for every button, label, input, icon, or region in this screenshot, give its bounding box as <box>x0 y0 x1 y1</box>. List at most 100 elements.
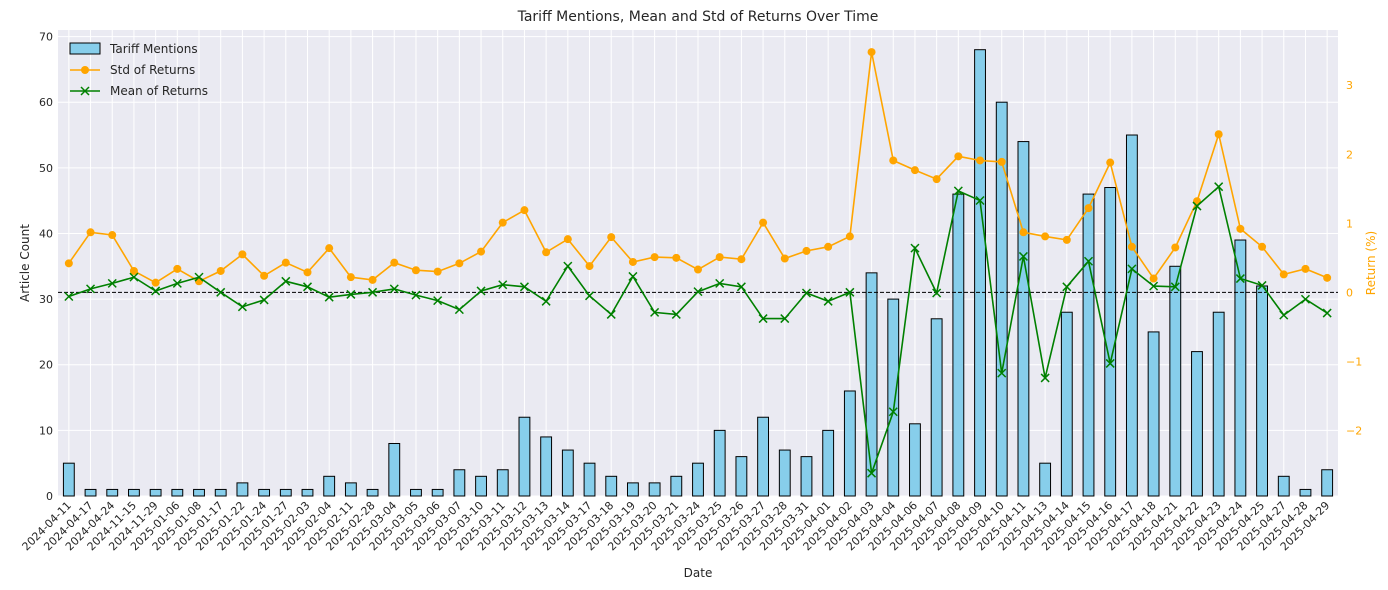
mean-point <box>1149 281 1159 291</box>
std-point <box>1323 273 1332 282</box>
mean-point <box>433 296 443 306</box>
std-point <box>1106 158 1115 167</box>
bar <box>149 488 162 497</box>
mean-point <box>1279 310 1289 320</box>
bar <box>128 488 140 497</box>
mean-point <box>1018 251 1028 261</box>
mean-point <box>259 295 269 305</box>
std-point <box>737 255 746 264</box>
y2-tick-label: −2 <box>1346 424 1362 437</box>
bar <box>388 442 401 497</box>
right-axis-ticks: −2 −1 0 1 2 3 <box>1346 79 1362 437</box>
bar <box>995 101 1008 497</box>
std-point <box>390 258 399 267</box>
y2-tick-label: −1 <box>1346 355 1362 368</box>
bar <box>974 49 986 497</box>
std-point <box>780 254 789 263</box>
bar <box>1256 285 1268 497</box>
std-point <box>694 265 702 274</box>
std-point <box>910 166 919 175</box>
line-series <box>64 48 1332 478</box>
std-point <box>520 206 529 215</box>
std-point <box>108 231 117 240</box>
legend-swatch-tariff-mentions <box>69 42 101 55</box>
y2-axis-label: Return (%) <box>1364 231 1378 295</box>
std-point <box>585 262 594 271</box>
std-point <box>607 233 616 242</box>
bar <box>301 488 314 497</box>
bar <box>1169 265 1182 497</box>
std-point <box>1279 270 1288 279</box>
mean-point <box>1083 256 1094 266</box>
bar <box>1147 331 1160 497</box>
mean-point <box>1214 182 1224 192</box>
std-point <box>173 264 182 273</box>
bar <box>648 482 661 497</box>
bar <box>1060 311 1073 497</box>
std-point <box>1301 264 1310 273</box>
std-point <box>1149 274 1158 283</box>
bar <box>930 318 943 497</box>
mean-point <box>346 289 356 299</box>
y2-tick-label: 1 <box>1346 217 1353 230</box>
std-point <box>715 253 724 262</box>
std-point <box>976 156 985 165</box>
y2-tick-label: 0 <box>1346 286 1353 299</box>
legend: Tariff Mentions Std of Returns Mean of R… <box>69 42 208 98</box>
bar <box>800 456 813 497</box>
mean-point <box>953 186 963 196</box>
bar <box>909 423 921 497</box>
bar <box>605 475 618 497</box>
mean-point <box>1105 358 1115 368</box>
std-point <box>64 259 73 268</box>
bar <box>214 488 227 497</box>
mean-point <box>129 272 139 282</box>
mean-point <box>151 286 161 296</box>
mean-point <box>519 282 529 292</box>
bar <box>366 488 379 497</box>
legend-swatch-std-marker <box>81 66 89 74</box>
bar <box>258 488 271 497</box>
bar <box>1082 193 1095 497</box>
bar <box>713 429 726 497</box>
mean-point <box>650 307 660 317</box>
bar <box>84 488 97 497</box>
mean-point <box>867 468 877 478</box>
mean-point <box>1192 201 1202 211</box>
y-tick-label: 20 <box>39 359 53 372</box>
mean-point <box>389 284 399 294</box>
y-tick-label: 70 <box>39 31 53 44</box>
std-point <box>759 218 768 227</box>
bar <box>475 475 487 497</box>
bar <box>171 488 184 497</box>
mean-point <box>628 271 638 281</box>
mean-point <box>1235 274 1245 284</box>
mean-point <box>172 278 182 288</box>
bar <box>323 475 336 497</box>
mean-point <box>411 290 421 300</box>
mean-point <box>1062 282 1072 292</box>
mean-point <box>584 291 595 301</box>
std-point <box>303 268 312 277</box>
std-point <box>1084 204 1093 213</box>
std-point <box>824 242 833 251</box>
mean-point <box>693 287 703 297</box>
std-point <box>129 266 138 275</box>
y-tick-label: 40 <box>39 227 53 240</box>
mean-point <box>64 291 74 302</box>
bar <box>822 429 835 497</box>
std-point <box>542 248 551 257</box>
x-axis-ticks: 2024-04-112024-04-172024-04-242024-11-15… <box>20 499 1333 553</box>
bar <box>561 449 574 497</box>
std-point <box>1214 130 1223 139</box>
mean-point <box>563 261 573 271</box>
bar <box>431 488 444 497</box>
mean-point <box>606 309 616 319</box>
y-tick-label: 10 <box>39 424 53 437</box>
y2-tick-label: 3 <box>1346 79 1353 92</box>
std-point <box>498 218 507 227</box>
std-point <box>455 259 464 268</box>
bar <box>952 193 965 497</box>
bar <box>735 456 748 497</box>
